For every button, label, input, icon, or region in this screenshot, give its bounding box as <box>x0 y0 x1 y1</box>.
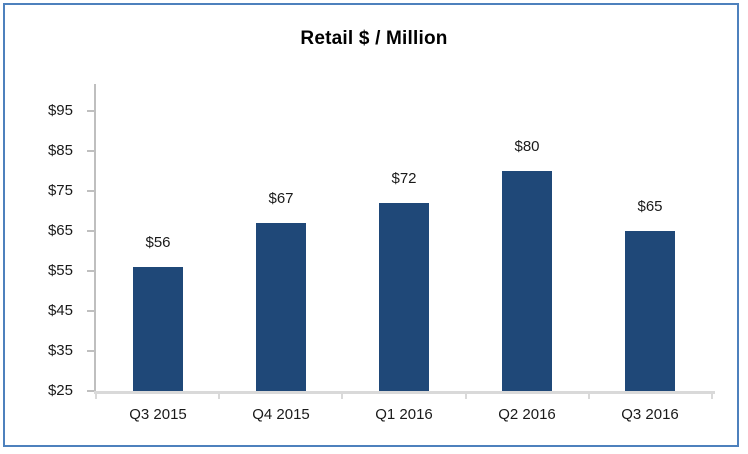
x-tick <box>588 391 590 399</box>
x-category-label: Q1 2016 <box>375 406 433 423</box>
y-tick <box>87 230 95 232</box>
x-category-label: Q4 2015 <box>252 406 310 423</box>
x-category-label: Q3 2016 <box>621 406 679 423</box>
y-tick-label: $25 <box>47 382 73 399</box>
x-tick <box>95 391 97 399</box>
chart-title: Retail $ / Million <box>300 28 448 49</box>
x-axis-line <box>94 391 715 394</box>
x-tick <box>218 391 220 399</box>
y-tick-label: $65 <box>47 222 73 239</box>
bar-value-label: $65 <box>637 198 663 215</box>
x-tick <box>341 391 343 399</box>
y-tick <box>87 270 95 272</box>
bar-value-label: $80 <box>514 138 540 155</box>
y-tick-label: $45 <box>47 302 73 319</box>
bar-value-label: $72 <box>391 170 417 187</box>
y-tick <box>87 390 95 392</box>
bar-q1-2016[interactable] <box>379 203 429 391</box>
x-category-label: Q2 2016 <box>498 406 556 423</box>
y-tick <box>87 350 95 352</box>
bar-q3-2015[interactable] <box>133 267 183 391</box>
x-category-label: Q3 2015 <box>129 406 187 423</box>
x-tick <box>465 391 467 399</box>
y-tick-label: $95 <box>47 102 73 119</box>
y-axis-line <box>94 84 96 394</box>
y-tick-label: $35 <box>47 342 73 359</box>
bar-value-label: $67 <box>268 190 294 207</box>
bar-value-label: $56 <box>145 234 171 251</box>
x-tick <box>711 391 713 399</box>
y-tick <box>87 190 95 192</box>
y-tick <box>87 110 95 112</box>
y-tick <box>87 150 95 152</box>
bar-q2-2016[interactable] <box>502 171 552 391</box>
y-tick-label: $55 <box>47 262 73 279</box>
y-tick <box>87 310 95 312</box>
y-tick-label: $75 <box>47 182 73 199</box>
bar-q4-2015[interactable] <box>256 223 306 391</box>
bar-q3-2016[interactable] <box>625 231 675 391</box>
y-tick-label: $85 <box>47 142 73 159</box>
